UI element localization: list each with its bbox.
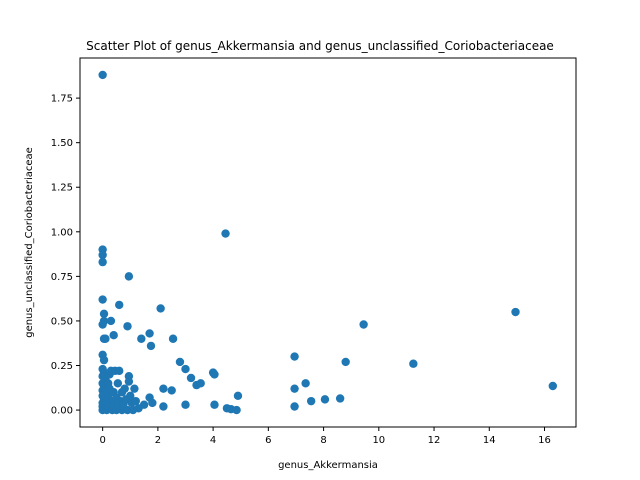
data-point	[301, 379, 310, 388]
data-point	[115, 366, 124, 376]
data-point	[126, 391, 135, 400]
data-point	[124, 272, 134, 281]
data-point	[186, 373, 196, 383]
data-point	[137, 334, 146, 343]
x-tick-label: 12	[428, 435, 441, 446]
data-point	[113, 379, 123, 388]
data-point	[341, 357, 350, 367]
data-point	[320, 395, 330, 404]
data-point	[290, 402, 299, 411]
x-tick-label: 6	[265, 435, 271, 446]
data-point	[175, 357, 185, 367]
data-point	[409, 359, 418, 368]
data-point	[232, 405, 241, 415]
data-point	[109, 331, 118, 340]
x-tick-label: 4	[210, 435, 216, 446]
data-point	[210, 400, 219, 409]
data-point	[115, 300, 124, 310]
x-axis-label: genus_Akkermansia	[278, 460, 378, 471]
y-tick-label: 0.25	[51, 361, 73, 372]
data-point	[130, 384, 139, 393]
data-point	[159, 384, 168, 393]
data-point	[106, 316, 116, 326]
x-axis-ticks: 0 2 4 6 8 10 12 14 16	[99, 427, 551, 446]
data-point	[124, 377, 134, 386]
x-tick-label: 8	[320, 435, 326, 446]
x-tick-label: 10	[372, 435, 385, 446]
data-point	[221, 229, 230, 238]
y-tick-label: 1.25	[51, 183, 73, 194]
data-point	[98, 295, 107, 304]
data-point	[131, 396, 140, 406]
data-point	[181, 400, 190, 409]
chart-title: Scatter Plot of genus_Akkermansia and ge…	[86, 39, 554, 53]
data-point	[181, 364, 190, 374]
data-point	[156, 304, 165, 313]
data-point	[168, 334, 178, 343]
y-axis-ticks: 0.00 0.25 0.50 0.75 1.00 1.25 1.50 1.75	[51, 94, 80, 417]
data-point	[159, 402, 168, 411]
data-point	[210, 370, 219, 379]
data-point	[146, 341, 156, 351]
y-tick-label: 0.00	[51, 406, 73, 417]
data-point	[233, 391, 243, 400]
data-point	[290, 384, 299, 393]
data-point	[548, 381, 557, 391]
y-tick-label: 1.75	[51, 94, 73, 105]
data-point	[98, 320, 107, 329]
data-point	[290, 352, 299, 361]
data-point	[98, 250, 107, 260]
data-point	[511, 307, 520, 317]
data-point	[98, 257, 107, 267]
y-tick-label: 0.50	[51, 316, 73, 327]
data-point	[167, 386, 176, 395]
data-point	[145, 329, 154, 338]
data-point	[148, 398, 157, 408]
data-point	[101, 334, 110, 343]
x-tick-label: 16	[538, 435, 551, 446]
y-tick-label: 0.75	[51, 272, 73, 283]
data-point	[139, 400, 149, 409]
plot-frame	[79, 57, 577, 428]
y-axis-label: genus_unclassified_Coriobacteriaceae	[24, 147, 35, 338]
data-point	[335, 394, 345, 403]
data-points	[98, 70, 557, 415]
x-tick-label: 0	[99, 435, 105, 446]
data-point	[103, 379, 113, 388]
x-tick-label: 2	[155, 435, 161, 446]
y-tick-label: 1.00	[51, 227, 73, 238]
data-point	[120, 384, 129, 393]
data-point	[123, 322, 132, 331]
y-tick-label: 1.50	[51, 138, 73, 149]
x-tick-label: 14	[483, 435, 496, 446]
data-point	[196, 379, 205, 388]
data-point	[98, 70, 107, 80]
data-point	[359, 320, 368, 329]
data-point	[306, 396, 316, 406]
data-point	[99, 355, 109, 365]
data-point	[99, 309, 109, 318]
